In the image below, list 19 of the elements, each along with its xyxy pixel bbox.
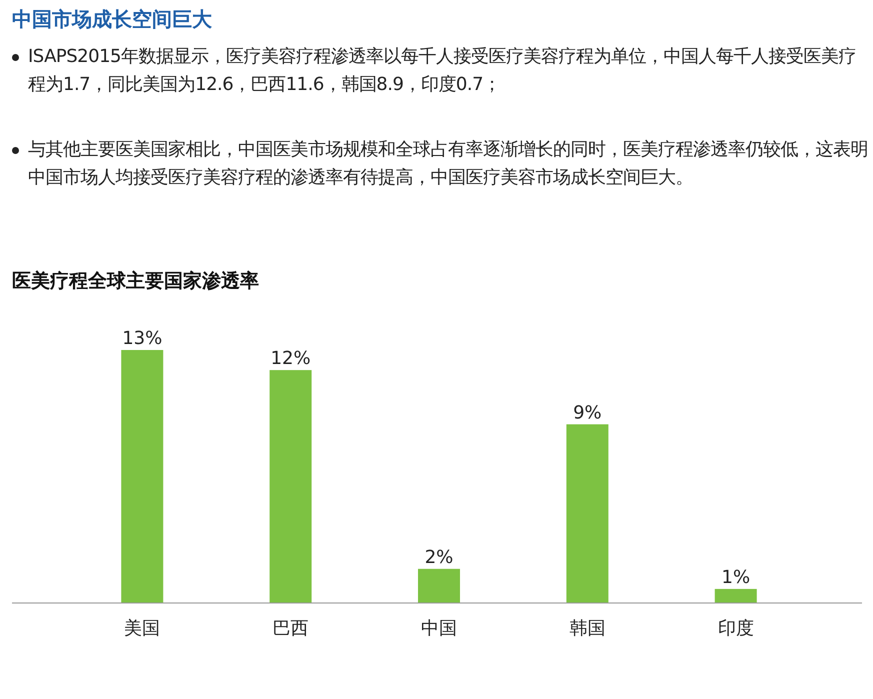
text: ISAPS2015年数据显示，医疗美容疗程渗透率以每千人接受医疗美容疗程为单位，中国人每千人接受医美疗程为1.7，同比美国为12.6，巴西11.6，韩国8.9，印度0.7； xyxy=(28,45,857,97)
bar xyxy=(566,424,608,603)
bar xyxy=(270,370,312,603)
bar xyxy=(714,588,757,603)
data-label: 1% xyxy=(722,566,750,588)
chart-title: 中国市场成长空间巨大 xyxy=(12,6,212,33)
data-label: 12% xyxy=(270,348,311,370)
chart-subtitle: 医美疗程全球主要国家渗透率 xyxy=(12,269,259,294)
bar xyxy=(418,568,460,603)
data-label: 9% xyxy=(573,402,602,424)
x-tick-label: 韩国 xyxy=(569,618,606,639)
x-tick-label: 美国 xyxy=(124,618,160,639)
x-tick-label: 巴西 xyxy=(272,618,309,639)
bar xyxy=(121,350,164,603)
data-label: 13% xyxy=(122,328,162,349)
x-tick-label: 中国 xyxy=(421,618,457,639)
text: 与其他主要医美国家相比，中国医美市场规模和全球占有率逐渐增长的同时，医美疗程渗透率仍较低，这表明中国市场人均接受医疗美容疗程的渗透率有待提高，中国医疗美容市场成长空间巨大。 xyxy=(28,138,868,190)
x-tick-label: 印度 xyxy=(718,618,754,639)
data-label: 2% xyxy=(424,546,454,568)
